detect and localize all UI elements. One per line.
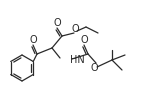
Text: O: O xyxy=(90,63,98,73)
Text: O: O xyxy=(29,35,37,45)
Text: O: O xyxy=(80,35,88,45)
Text: O: O xyxy=(71,24,79,34)
Text: O: O xyxy=(53,18,61,28)
Text: HN: HN xyxy=(70,55,85,65)
